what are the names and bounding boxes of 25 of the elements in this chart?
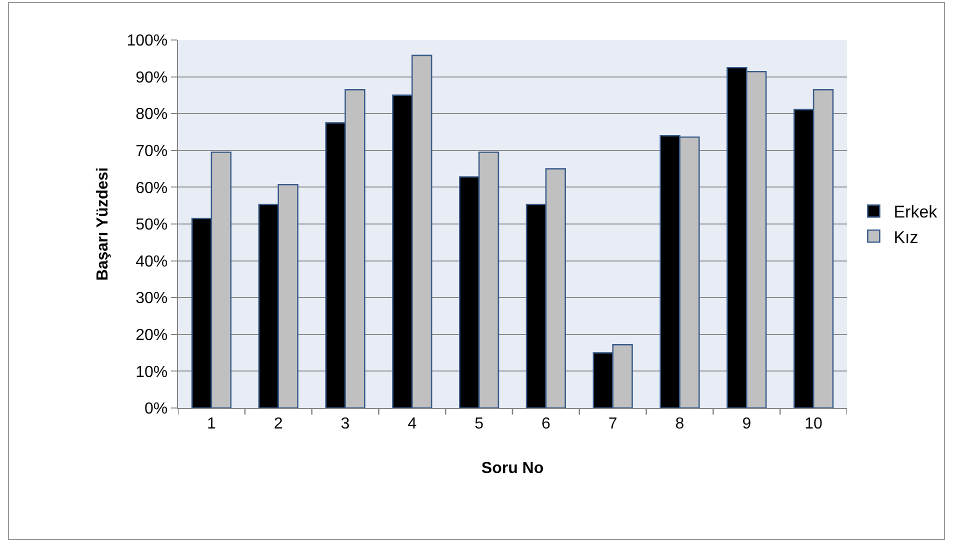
x-tick-label: 5 xyxy=(474,415,484,432)
x-tick-label: 3 xyxy=(340,415,350,432)
x-tick-label: 4 xyxy=(408,415,417,432)
legend-label: Kız xyxy=(894,228,918,247)
y-tick-label: 50% xyxy=(136,216,168,234)
legend-label: Erkek xyxy=(894,202,938,222)
y-tick-label: 0% xyxy=(144,400,168,418)
x-tick-label: 7 xyxy=(608,415,618,432)
y-tick-label: 100% xyxy=(126,32,168,50)
y-tick-label: 40% xyxy=(136,253,168,270)
x-tick-label: 8 xyxy=(675,415,684,432)
y-tick-label: 20% xyxy=(136,327,168,344)
y-tick-label: 80% xyxy=(136,106,168,124)
y-axis-title: Başarı Yüzdesi xyxy=(94,167,112,281)
x-tick-label: 2 xyxy=(274,415,283,432)
x-tick-label: 6 xyxy=(541,415,550,432)
x-tick-label: 1 xyxy=(206,415,216,432)
y-tick-label: 30% xyxy=(136,290,168,308)
y-tick-label: 90% xyxy=(136,69,168,86)
y-tick-label: 70% xyxy=(136,143,168,160)
y-tick-label: 10% xyxy=(136,364,168,381)
x-tick-label: 9 xyxy=(742,415,752,432)
y-tick-label: 60% xyxy=(136,180,168,197)
x-axis-title: Soru No xyxy=(481,460,544,478)
x-tick-label: 10 xyxy=(804,415,823,432)
